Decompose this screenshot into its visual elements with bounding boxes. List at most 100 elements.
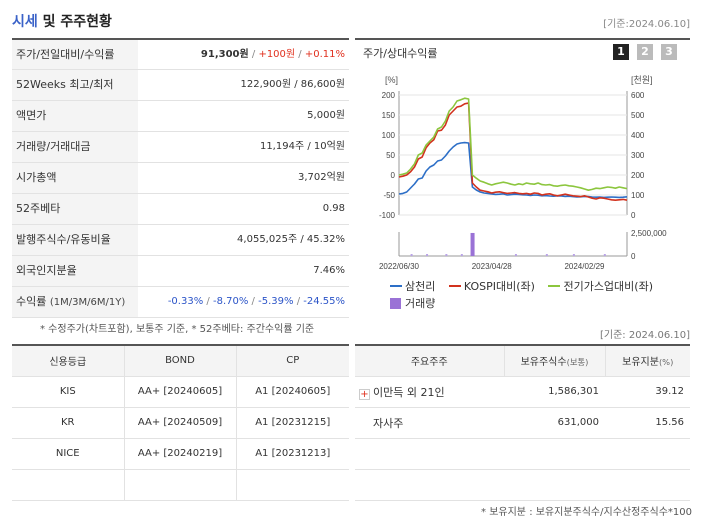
table-cell: AA+ [20240605]	[124, 376, 237, 408]
chart-page-2-button[interactable]: 2	[637, 44, 653, 60]
info-row-foreign: 외국인지분율 7.46%	[12, 256, 349, 287]
table-cell: NICE	[12, 438, 125, 470]
info-row-beta: 52주베타 0.98	[12, 194, 349, 225]
right-axis-unit: [천원]	[631, 75, 653, 85]
x-tick-label: 2024/02/29	[564, 262, 605, 271]
table-row: KIS AA+ [20240605] A1 [20240605]	[12, 376, 349, 408]
page-title: 시세 및 주주현황	[12, 14, 112, 30]
col-header: 보유주식수(보통)	[504, 345, 606, 377]
table-cell: KR	[12, 407, 125, 439]
chart-page-3-button[interactable]: 3	[661, 44, 677, 60]
left-tick-label: 200	[382, 91, 396, 100]
table-cell: AA+ [20240219]	[124, 438, 237, 470]
table-cell	[236, 469, 349, 501]
volume-bar	[470, 232, 475, 256]
right-tick-label: 100	[631, 191, 645, 200]
volume-bar	[426, 254, 429, 256]
table-row-empty	[12, 469, 349, 501]
table-row-empty	[355, 438, 690, 470]
series-line-2	[398, 102, 628, 201]
info-key: 주가/전일대비/수익률	[12, 40, 138, 69]
left-tick-label: -100	[379, 211, 396, 220]
info-row-volume: 거래량/거래대금 11,194주 / 10억원	[12, 132, 349, 163]
col-header: 주요주주	[355, 345, 505, 377]
volume-bar	[410, 254, 413, 256]
table-cell: A1 [20240605]	[236, 376, 349, 408]
info-footnote: * 수정주가(차트포함), 보통주 기준, * 52주베타: 주간수익률 기준	[40, 324, 315, 335]
left-tick-label: -50	[383, 191, 395, 200]
col-header: 신용등급	[12, 345, 125, 377]
right-tick-label: 200	[631, 171, 645, 180]
holder-shares: 631,000	[504, 407, 605, 439]
holder-percent: 39.12	[605, 376, 690, 408]
table-cell	[504, 469, 605, 501]
info-key: 52주베타	[12, 194, 138, 224]
holders-footnote: * 보유지분 : 보유지분주식수/지수산정주식수*100	[481, 507, 692, 518]
expand-icon[interactable]: +	[359, 388, 370, 400]
table-cell	[355, 500, 504, 525]
right-tick-label: 300	[631, 151, 645, 160]
x-tick-label: 2022/06/30	[379, 262, 420, 271]
info-value: 122,900원 / 86,600원	[240, 79, 345, 90]
left-tick-label: 100	[382, 131, 396, 140]
table-header-row: 주요주주 보유주식수(보통) 보유지분(%)	[355, 345, 690, 377]
legend-item-samchully[interactable]: 삼천리	[390, 278, 435, 295]
info-value: 5,000원	[307, 110, 345, 121]
base-date: [기준:2024.06.10]	[603, 19, 690, 30]
info-value: 3,702억원	[297, 172, 345, 183]
col-header: CP	[236, 345, 349, 377]
legend-item-kospi[interactable]: KOSPI대비(좌)	[448, 278, 535, 295]
table-cell	[355, 438, 504, 470]
info-value: 11,194주 / 10억원	[259, 141, 345, 152]
table-cell	[605, 500, 690, 525]
info-key: 외국인지분율	[12, 256, 138, 286]
table-cell	[504, 438, 605, 470]
table-cell: A1 [20231213]	[236, 438, 349, 470]
chart-title: 주가/상대수익률	[363, 47, 438, 60]
holder-shares: 1,586,301	[504, 376, 605, 408]
right-tick-label: 400	[631, 131, 645, 140]
info-value: -0.33% / -8.70% / -5.39% / -24.55%	[167, 296, 345, 307]
info-value: 0.98	[322, 203, 345, 214]
chart-page-1-button[interactable]: 1	[613, 44, 629, 60]
info-value: 4,055,025주 / 45.32%	[237, 234, 345, 245]
table-cell	[124, 469, 237, 501]
right-tick-label: 0	[631, 211, 636, 220]
table-cell: KIS	[12, 376, 125, 408]
table-cell: A1 [20231215]	[236, 407, 349, 439]
info-key: 수익률 (1M/3M/6M/1Y)	[12, 287, 138, 317]
info-key: 액면가	[12, 101, 138, 131]
table-row: 자사주 631,000 15.56	[355, 407, 690, 439]
info-key: 거래량/거래대금	[12, 132, 138, 162]
holder-percent: 15.56	[605, 407, 690, 439]
chart-legend: 삼천리 KOSPI대비(좌) 전기가스업대비(좌) 거래량	[390, 277, 690, 312]
price-chart: [%] [천원] 200150100500-50-100600500400300…	[379, 75, 667, 271]
volume-bar	[545, 254, 548, 256]
left-tick-label: 0	[391, 171, 396, 180]
table-cell	[355, 469, 504, 501]
right-tick-label: 500	[631, 111, 645, 120]
info-row-price: 주가/전일대비/수익률 91,300원 / +100원 / +0.11%	[12, 40, 349, 70]
info-key: 발행주식수/유동비율	[12, 225, 138, 255]
volume-bar	[514, 254, 517, 256]
info-row-par-value: 액면가 5,000원	[12, 101, 349, 132]
legend-item-utility[interactable]: 전기가스업대비(좌)	[548, 278, 653, 295]
table-cell: AA+ [20240509]	[124, 407, 237, 439]
legend-item-volume[interactable]: 거래량	[390, 295, 435, 312]
right-tick-label: 600	[631, 91, 645, 100]
table-cell	[504, 500, 605, 525]
volume-bar	[572, 254, 575, 256]
left-tick-label: 150	[382, 111, 396, 120]
col-header: BOND	[124, 345, 237, 377]
table-row: NICE AA+ [20240219] A1 [20231213]	[12, 438, 349, 470]
series-line-3	[398, 97, 628, 191]
volume-tick-label: 2,500,000	[631, 229, 667, 238]
table-row: + 이만득 외 21인 1,586,301 39.12	[355, 376, 690, 408]
info-row-market-cap: 시가총액 3,702억원	[12, 163, 349, 194]
holder-name[interactable]: + 이만득 외 21인	[355, 376, 504, 408]
volume-tick-label: 0	[631, 252, 636, 261]
info-row-return: 수익률 (1M/3M/6M/1Y) -0.33% / -8.70% / -5.3…	[12, 287, 349, 318]
table-cell	[12, 469, 125, 501]
info-key: 52Weeks 최고/최저	[12, 70, 138, 100]
table-row: KR AA+ [20240509] A1 [20231215]	[12, 407, 349, 439]
